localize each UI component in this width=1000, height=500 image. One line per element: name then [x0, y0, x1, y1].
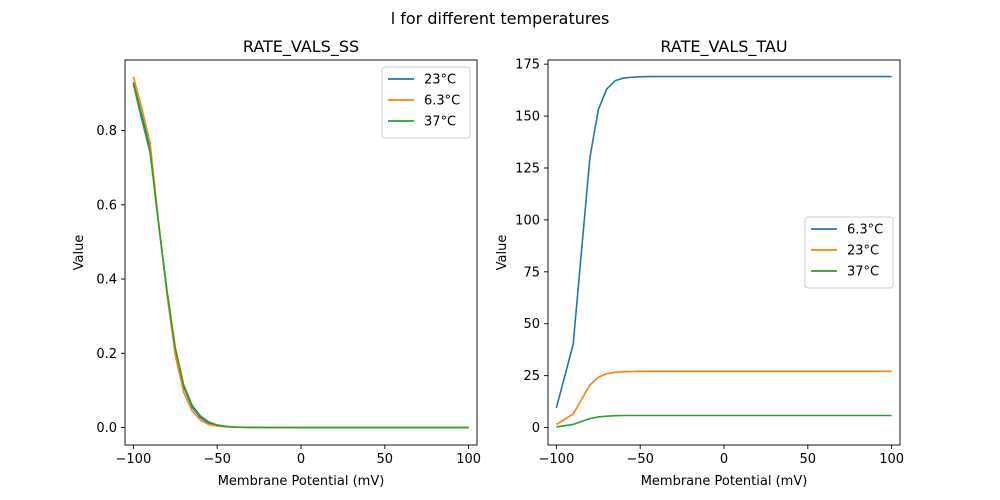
ss-x-tick-label: 0 [297, 452, 305, 467]
tau-legend: 6.3°C 23°C 37°C [804, 216, 894, 289]
ss-chart: RATE_VALS_SS −100 −50 0 50 100 0.0 0.2 0.4 0.6 0.8… [72, 37, 481, 489]
tau-y-tick-label: 75 [523, 265, 540, 280]
tau-series-line-1 [555, 370, 892, 426]
ss-y-tick-label: 0.8 [96, 124, 117, 139]
tau-series-line-0 [555, 75, 892, 409]
ss-y-tick-label: 0.6 [96, 198, 117, 213]
ss-x-axis-label: Membrane Potential (mV) [218, 474, 385, 489]
tau-legend-label-1: 23°C [847, 244, 879, 259]
tau-y-tick-label: 0 [532, 421, 540, 436]
ss-legend-label-1: 6.3°C [424, 94, 460, 109]
ss-series-lines [132, 76, 469, 429]
tau-x-tick-label: 50 [800, 452, 817, 467]
ss-y-tick-label: 0.0 [96, 421, 117, 436]
tau-y-tick-label: 125 [515, 161, 540, 176]
ss-x-tick-label: 50 [377, 452, 394, 467]
ss-y-axis-label: Value [72, 235, 87, 271]
ss-chart-title: RATE_VALS_SS [243, 37, 359, 57]
ss-y-tick-label: 0.4 [96, 273, 117, 288]
tau-x-axis-label: Membrane Potential (mV) [641, 474, 808, 489]
ss-legend-label-2: 37°C [424, 115, 456, 130]
tau-x-tick-label: 100 [879, 452, 904, 467]
tau-y-tick-label: 100 [515, 213, 540, 228]
tau-x-tick-label: 0 [720, 452, 728, 467]
tau-chart: RATE_VALS_TAU −100 −50 0 50 100 0 25 50 75 100 125 1… [495, 37, 904, 489]
tau-series-lines [555, 75, 892, 428]
ss-x-tick-label: −100 [116, 452, 152, 467]
figure-suptitle: l for different temperatures [391, 9, 610, 28]
tau-y-tick-label: 150 [515, 110, 540, 125]
tau-legend-label-2: 37°C [847, 265, 879, 280]
ss-x-tick-label: −50 [203, 452, 230, 467]
ss-y-tick-label: 0.2 [96, 347, 117, 362]
ss-series-line-2 [132, 83, 469, 429]
tau-chart-title: RATE_VALS_TAU [660, 37, 787, 57]
tau-legend-label-0: 6.3°C [847, 223, 883, 238]
tau-series-line-2 [556, 414, 892, 428]
tau-y-tick-label: 25 [523, 369, 540, 384]
ss-legend-label-0: 23°C [424, 73, 456, 88]
tau-x-tick-label: −100 [539, 452, 575, 467]
tau-x-tick-label: −50 [626, 452, 653, 467]
tau-y-axis-label: Value [495, 235, 510, 271]
tau-y-tick-label: 175 [515, 58, 540, 73]
ss-x-tick-label: 100 [456, 452, 481, 467]
ss-legend: 23°C 6.3°C 37°C [381, 66, 471, 139]
tau-y-tick-label: 50 [523, 317, 540, 332]
